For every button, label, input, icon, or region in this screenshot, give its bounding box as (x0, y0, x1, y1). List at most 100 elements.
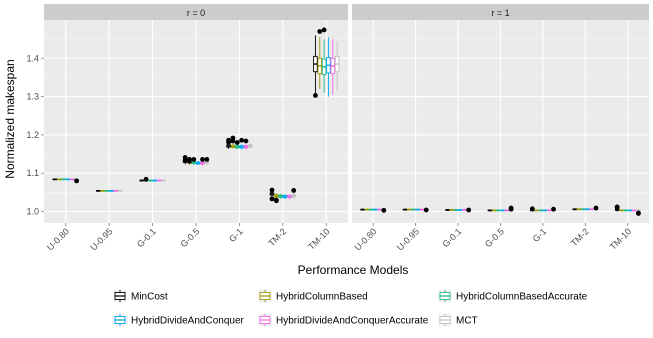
panel-2: r = 1 U-0.80 U-0.95 G-0.1 G-0.5 G-1 TM-2 TM-10 (352, 4, 649, 253)
series-HybridDivideAndConquerAccurate (377, 208, 637, 212)
outlier-point (381, 207, 387, 213)
x-tick-label: G-0.5 (178, 226, 201, 249)
x-tick-label: U-0.95 (395, 226, 421, 252)
panels-layer: r = 0U-0.80 U-0.95 G-0.1 G-0.5 G-1 TM-2 TM-10r… (26, 4, 649, 253)
outlier-point (187, 158, 192, 164)
box (500, 209, 505, 212)
outlier-point (230, 138, 236, 144)
series-HybridDivideAndConquer (65, 37, 331, 200)
outlier-point (200, 157, 205, 162)
y-tick-label: 1.3 (26, 92, 39, 102)
box (445, 209, 450, 211)
box (139, 179, 144, 182)
legend-item: HybridColumnBased (257, 288, 368, 304)
box (317, 29, 323, 89)
x-tick-label: U-0.95 (88, 226, 114, 252)
box (326, 37, 331, 97)
box (627, 209, 633, 212)
box (200, 157, 205, 166)
box (423, 207, 429, 213)
box (635, 209, 641, 216)
box (402, 208, 408, 211)
x-axis-title: Performance Models (298, 263, 409, 277)
box (187, 157, 192, 165)
box (377, 208, 382, 211)
box (457, 209, 463, 211)
box (234, 140, 240, 150)
legend-item: HybridDivideAndConquer (112, 312, 245, 328)
x-tick-label: G-1 (531, 226, 549, 244)
box (508, 205, 514, 212)
outlier-point (269, 187, 275, 193)
legend-label: HybridDivideAndConquerAccurate (276, 316, 429, 327)
outlier-point (423, 207, 429, 213)
outlier-point (243, 138, 249, 144)
box (321, 27, 327, 93)
series-MinCost (360, 204, 620, 212)
x-tick-label: G-0.1 (135, 226, 158, 249)
y-tick-label: 1.4 (26, 53, 39, 63)
x-tick-label: TM-2 (569, 226, 591, 248)
outlier-point (273, 198, 279, 204)
box (572, 208, 577, 211)
y-tick-label: 1.2 (26, 130, 39, 140)
box (74, 178, 79, 184)
y-tick-label: 1.0 (26, 207, 39, 217)
outlier-point (182, 157, 188, 163)
legend-label: HybridColumnBasedAccurate (456, 292, 588, 303)
box (585, 208, 590, 211)
legend-label: HybridDivideAndConquer (131, 316, 245, 327)
box (373, 208, 378, 211)
x-tick-label: G-0.5 (483, 226, 506, 249)
box (313, 35, 318, 98)
series-HybridDivideAndConquer (373, 208, 633, 212)
x-tick-label: U-0.80 (45, 226, 71, 252)
strip-background (44, 4, 348, 20)
box (466, 207, 472, 213)
box (576, 208, 582, 211)
box (287, 194, 292, 200)
y-axis: 1.0 1.1 1.2 1.3 1.4 (26, 53, 44, 217)
legend-label: HybridColumnBased (276, 292, 368, 303)
y-axis-title: Normalized makespan (3, 59, 17, 178)
legend: MinCost HybridColumnBased HybridColumnBase… (112, 288, 588, 328)
box (589, 208, 594, 211)
outlier-point (191, 157, 197, 162)
box (364, 208, 370, 211)
box (248, 143, 253, 149)
outlier-point (239, 137, 245, 143)
x-tick-label: TM-10 (608, 226, 633, 251)
outlier-point (551, 206, 556, 212)
box (614, 204, 620, 212)
box (534, 209, 539, 212)
series-HybridColumnBased (364, 208, 624, 212)
series-HybridColumnBasedAccurate (61, 27, 327, 199)
box (619, 209, 624, 212)
box (547, 209, 552, 212)
box (148, 179, 153, 182)
box (113, 189, 118, 192)
outlier-point (508, 206, 514, 212)
strip-background (352, 4, 649, 20)
legend-item: MinCost (112, 288, 168, 304)
box (56, 178, 62, 181)
box (182, 155, 188, 165)
box (230, 135, 236, 149)
y-tick-label: 1.1 (26, 168, 39, 178)
box (631, 209, 637, 212)
box (419, 208, 425, 211)
box (204, 157, 210, 165)
box (226, 137, 231, 149)
box (273, 193, 279, 204)
box (496, 209, 501, 212)
x-tick-label: G-0.1 (440, 226, 463, 249)
legend-item: HybridDivideAndConquerAccurate (257, 312, 429, 328)
box (593, 205, 599, 211)
series-HybridColumnBasedAccurate (368, 208, 628, 212)
outlier-point (466, 207, 472, 213)
series-MCT (381, 205, 641, 216)
outlier-point (269, 196, 275, 202)
box (529, 206, 535, 212)
x-tick-label: TM-10 (306, 226, 331, 251)
